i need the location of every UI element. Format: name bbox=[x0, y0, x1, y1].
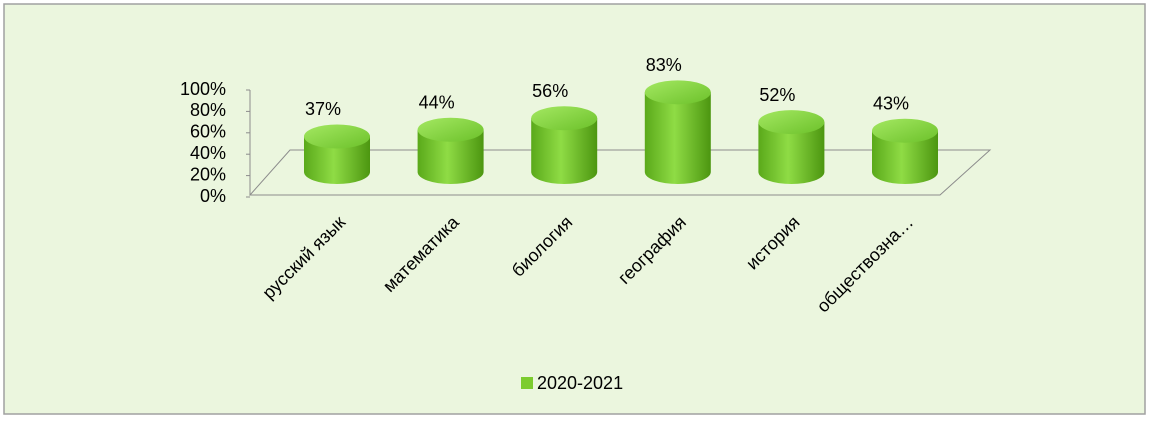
value-label: 56% bbox=[532, 81, 568, 101]
legend-swatch bbox=[521, 377, 533, 389]
value-label: 44% bbox=[419, 93, 455, 113]
legend-label: 2020-2021 bbox=[537, 373, 623, 393]
cylinder-top bbox=[417, 117, 484, 142]
cylinder bbox=[417, 129, 484, 184]
chart-frame bbox=[3, 3, 1146, 415]
cylinder bbox=[872, 130, 938, 184]
y-tick-label: 60% bbox=[190, 122, 226, 142]
cylinder-top bbox=[644, 80, 711, 105]
cylinder bbox=[644, 92, 711, 184]
cylinder-top bbox=[758, 110, 825, 135]
value-label: 83% bbox=[646, 55, 682, 75]
cylinder-top bbox=[304, 124, 370, 149]
floor bbox=[248, 149, 992, 196]
value-label: 43% bbox=[873, 93, 909, 113]
y-tick-label: 100% bbox=[180, 79, 226, 99]
y-tick-label: 0% bbox=[200, 186, 226, 206]
y-tick-label: 80% bbox=[190, 100, 226, 120]
cylinder-top bbox=[872, 118, 938, 143]
y-tick-label: 20% bbox=[190, 164, 226, 184]
cylinder-top bbox=[531, 106, 598, 131]
y-tick-label: 40% bbox=[190, 143, 226, 163]
cylinder bbox=[531, 118, 598, 184]
cylinder bbox=[304, 136, 370, 184]
value-label: 37% bbox=[305, 99, 341, 119]
cylinder bbox=[758, 122, 825, 184]
value-label: 52% bbox=[759, 85, 795, 105]
